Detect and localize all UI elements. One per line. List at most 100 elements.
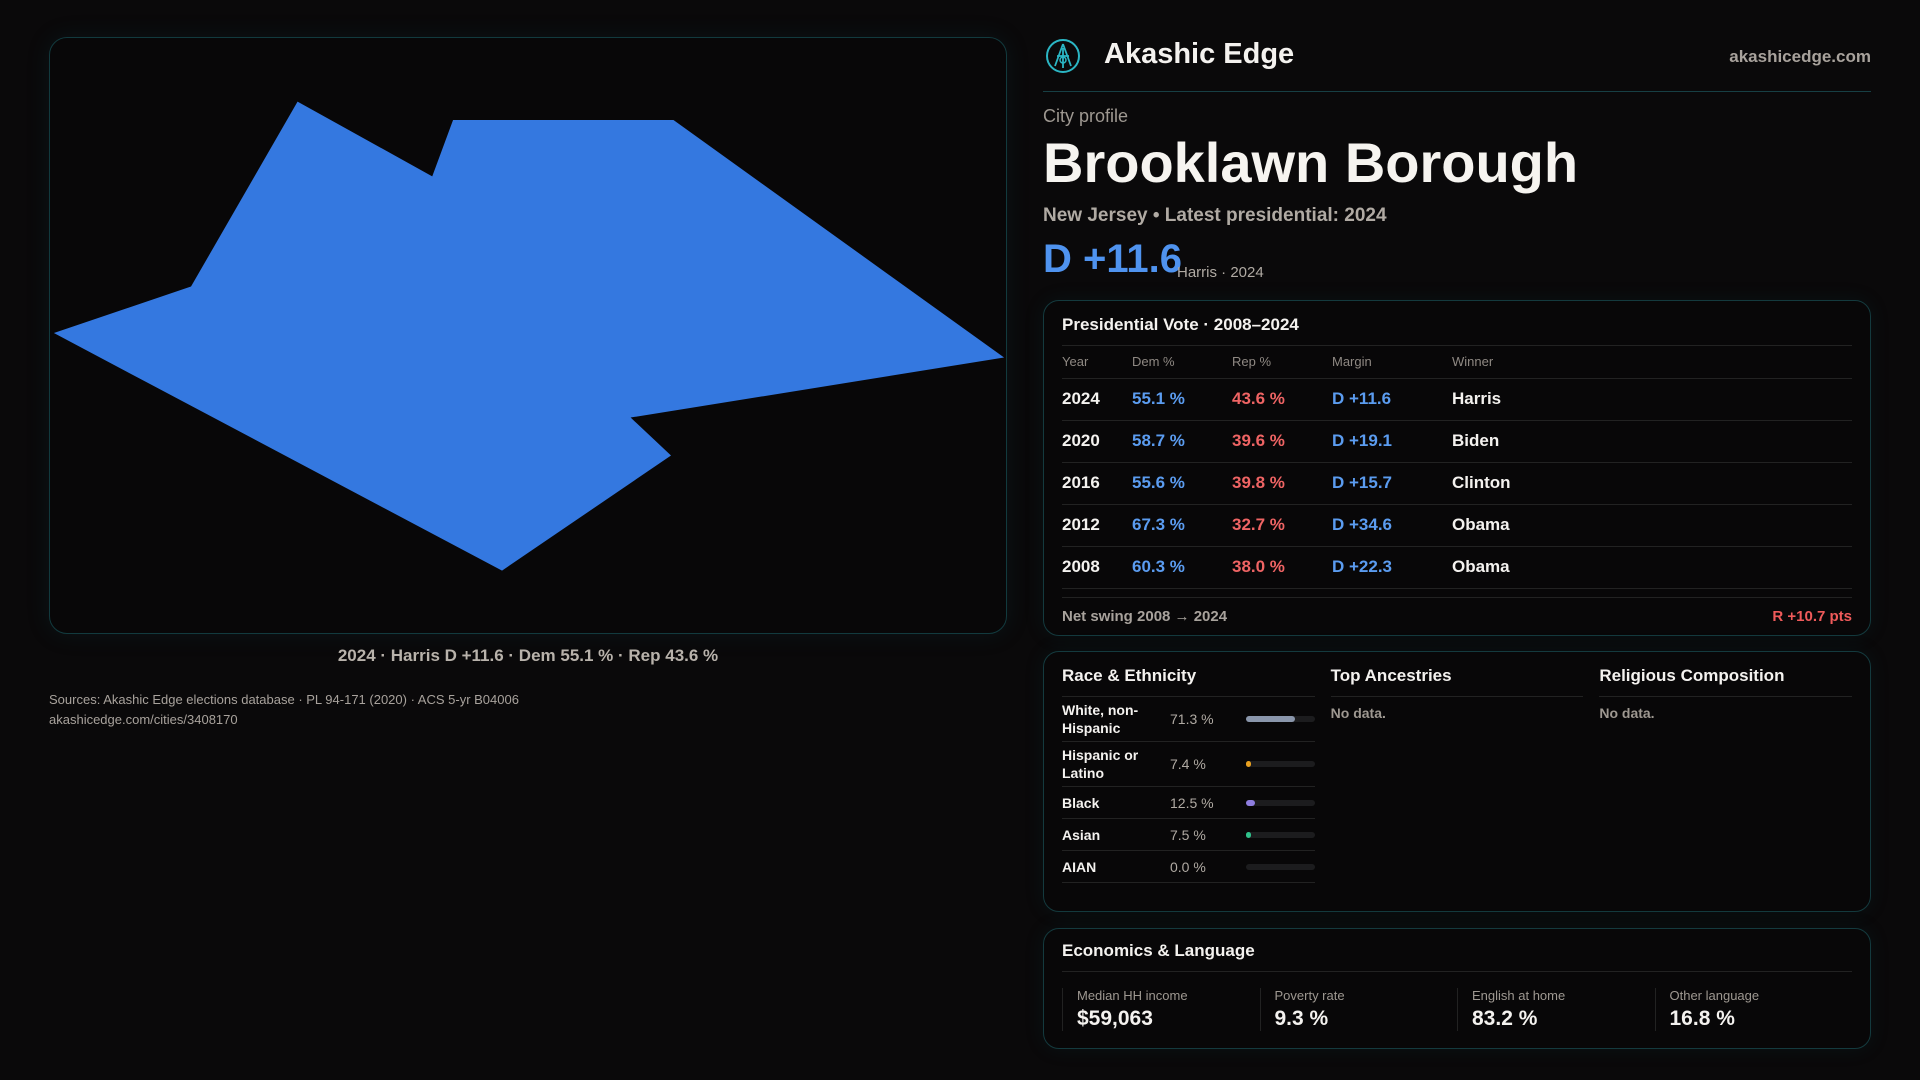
latest-margin-note: Harris · 2024 [1177, 264, 1264, 281]
vote-row: 2008 60.3 % 38.0 % D +22.3 Obama [1062, 546, 1852, 589]
race-bar-fill [1246, 761, 1252, 767]
race-value: 7.5 % [1170, 826, 1206, 843]
cell-dem-pct: 60.3 % [1132, 546, 1232, 589]
cell-margin: D +22.3 [1332, 546, 1452, 589]
ancestry-title: Top Ancestries [1330, 666, 1584, 697]
stat-value: 83.2 % [1472, 1007, 1538, 1030]
econ-title: Economics & Language [1062, 941, 1852, 972]
stat-english-home: English at home 83.2 % [1457, 988, 1655, 1031]
cell-rep-pct: 32.7 % [1232, 504, 1332, 547]
footer: Sources: Akashic Edge elections database… [49, 690, 1007, 730]
race-bar [1246, 799, 1315, 806]
cell-year: 2016 [1062, 462, 1132, 505]
race-row: Hispanic or Latino 7.4 % [1062, 742, 1315, 787]
ancestry-empty: No data. [1330, 705, 1386, 721]
race-row: Asian 7.5 % [1062, 819, 1315, 851]
race-bar-fill [1246, 716, 1295, 722]
cell-winner: Harris [1452, 378, 1852, 421]
col-year: Year [1062, 346, 1132, 379]
cell-dem-pct: 67.3 % [1132, 504, 1232, 547]
site-link[interactable]: akashicedge.com [1729, 47, 1871, 66]
net-swing: Net swing 2008 → 2024 R +10.7 pts [1062, 596, 1852, 625]
page-url[interactable]: akashicedge.com/cities/3408170 [49, 712, 238, 727]
vote-row: 2012 67.3 % 32.7 % D +34.6 Obama [1062, 504, 1852, 547]
vote-table: Year Dem % Rep % Margin Winner 2024 55.1 … [1062, 346, 1852, 589]
stat-poverty-rate: Poverty rate 9.3 % [1259, 988, 1458, 1031]
cell-margin: D +34.6 [1332, 504, 1452, 547]
cell-margin: D +11.6 [1332, 378, 1452, 421]
stat-other-language: Other language 16.8 % [1654, 988, 1853, 1031]
religion-section: Religious Composition No data. [1599, 666, 1853, 897]
page-subtitle: New Jersey • Latest presidential: 2024 [1043, 205, 1387, 226]
cell-year: 2008 [1062, 546, 1132, 589]
race-bar [1246, 716, 1315, 722]
stat-label: Other language [1669, 988, 1760, 1003]
col-winner: Winner [1452, 346, 1852, 379]
race-row: AIAN 0.0 % [1062, 851, 1315, 883]
economics-card: Economics & Language Median HH income $59… [1043, 928, 1871, 1049]
akashic-logo-icon [1046, 39, 1080, 73]
race-bar [1246, 831, 1315, 838]
stat-value: 16.8 % [1669, 1007, 1735, 1030]
race-bar [1246, 761, 1315, 767]
race-row: Black 12.5 % [1062, 787, 1315, 819]
brand-name: Akashic Edge [1104, 38, 1295, 70]
race-label: Black [1062, 794, 1100, 811]
stat-label: Median HH income [1077, 988, 1188, 1003]
vote-row: 2020 58.7 % 39.6 % D +19.1 Biden [1062, 420, 1852, 463]
race-row: White, non-Hispanic 71.3 % [1062, 697, 1315, 742]
cell-margin: D +15.7 [1332, 462, 1452, 505]
race-section: Race & Ethnicity White, non-Hispanic 71.3… [1062, 666, 1315, 897]
stat-value: 9.3 % [1274, 1007, 1329, 1030]
stat-median-income: Median HH income $59,063 [1062, 988, 1260, 1031]
cell-dem-pct: 55.1 % [1132, 378, 1232, 421]
card-title: Presidential Vote · 2008–2024 [1062, 315, 1852, 346]
page-title: Brooklawn Borough [1043, 131, 1579, 194]
race-bar [1246, 863, 1315, 870]
cell-dem-pct: 58.7 % [1132, 420, 1232, 463]
latest-margin: D +11.6 [1043, 237, 1183, 281]
presidential-vote-card: Presidential Vote · 2008–2024 Year Dem %… [1043, 300, 1871, 636]
net-swing-label: Net swing 2008 → 2024 [1062, 607, 1228, 625]
sources-text: Sources: Akashic Edge elections database… [49, 692, 519, 707]
cell-rep-pct: 39.8 % [1232, 462, 1332, 505]
cell-year: 2024 [1062, 378, 1132, 421]
cell-rep-pct: 43.6 % [1232, 378, 1332, 421]
race-label: White, non-Hispanic [1062, 702, 1139, 736]
cell-rep-pct: 39.6 % [1232, 420, 1332, 463]
cell-winner: Obama [1452, 546, 1852, 589]
map-caption: 2024 · Harris D +11.6 · Dem 55.1 % · Rep… [337, 646, 719, 665]
race-label: Hispanic or Latino [1062, 747, 1139, 781]
cell-rep-pct: 38.0 % [1232, 546, 1332, 589]
stat-label: Poverty rate [1274, 988, 1345, 1003]
race-value: 71.3 % [1170, 711, 1214, 727]
cell-margin: D +19.1 [1332, 420, 1452, 463]
religion-title: Religious Composition [1599, 666, 1853, 697]
cell-winner: Clinton [1452, 462, 1852, 505]
race-title: Race & Ethnicity [1062, 666, 1315, 697]
race-label: Asian [1062, 826, 1101, 843]
net-swing-value: R +10.7 pts [1772, 607, 1852, 625]
ancestry-section: Top Ancestries No data. [1330, 666, 1584, 897]
stat-label: English at home [1472, 988, 1566, 1003]
cell-winner: Obama [1452, 504, 1852, 547]
race-bar-fill [1246, 799, 1255, 806]
demographics-card: Race & Ethnicity White, non-Hispanic 71.3… [1043, 651, 1871, 912]
city-boundary-shape[interactable] [53, 101, 1005, 571]
race-label: AIAN [1062, 858, 1097, 875]
header-divider [1043, 91, 1871, 92]
col-margin: Margin [1332, 346, 1452, 379]
col-dem: Dem % [1132, 346, 1232, 379]
race-bar-fill [1246, 831, 1252, 838]
vote-row: 2024 55.1 % 43.6 % D +11.6 Harris [1062, 378, 1852, 421]
race-value: 0.0 % [1170, 858, 1206, 875]
col-rep: Rep % [1232, 346, 1332, 379]
race-value: 12.5 % [1170, 794, 1214, 811]
vote-row: 2016 55.6 % 39.8 % D +15.7 Clinton [1062, 462, 1852, 505]
religion-empty: No data. [1599, 705, 1655, 721]
cell-year: 2012 [1062, 504, 1132, 547]
race-value: 7.4 % [1170, 756, 1206, 772]
page-kicker: City profile [1043, 106, 1129, 126]
cell-year: 2020 [1062, 420, 1132, 463]
